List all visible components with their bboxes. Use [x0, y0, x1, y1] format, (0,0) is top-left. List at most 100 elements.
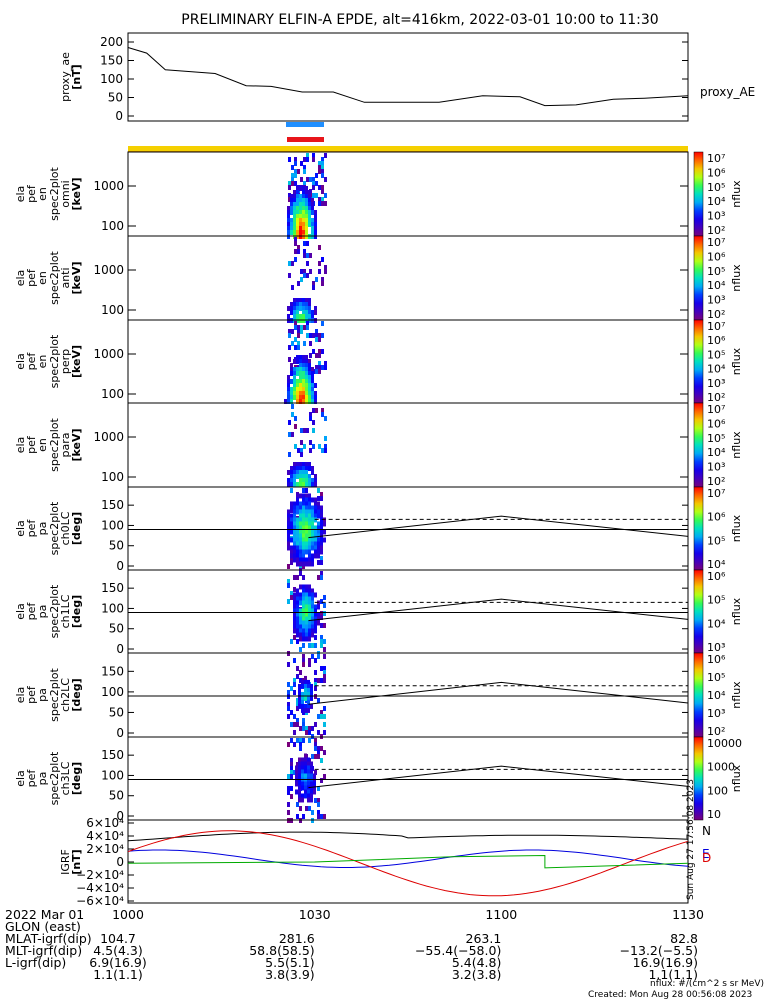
pitch-panel-0-cell — [317, 525, 320, 531]
pitch-panel-2-speckle — [317, 698, 320, 703]
pitch-panel-2-cell — [298, 703, 301, 709]
x-row-value: 3.2(3.8) — [452, 967, 502, 982]
pitch-panel-3-colorbar-tick: 10 — [707, 808, 721, 821]
pitch-panel-1-cell — [305, 616, 308, 622]
pitch-panel-3-cell — [304, 761, 307, 767]
pitch-panel-2-speckle — [320, 714, 323, 719]
energy-panel-3-speckle — [294, 337, 297, 342]
energy-panel-3-speckle — [312, 333, 315, 338]
pitch-panel-0-cell — [317, 521, 320, 527]
pitch-panel-3-speckle — [296, 738, 299, 743]
pitch-panel-0-cell — [311, 541, 314, 547]
energy-panel-3-cell — [302, 399, 305, 404]
pitch-panel-0-cell — [311, 513, 314, 519]
pitch-panel-0-cell — [302, 509, 305, 515]
energy-panel-3-cell — [290, 371, 293, 376]
igrf-ytick-label: 4×10⁴ — [86, 829, 124, 843]
energy-panel-2-cell — [311, 314, 314, 319]
energy-panel-1-speckle — [294, 181, 297, 186]
igrf-frame — [127, 819, 689, 904]
energy-panel-3-cell — [293, 391, 296, 396]
energy-panel-3-cell — [290, 399, 293, 404]
pitch-panel-2-cell — [304, 683, 307, 689]
pitch-panel-1-cell — [311, 620, 314, 626]
energy-panel-2-speckle — [306, 241, 309, 246]
pitch-panel-1-cell — [311, 608, 314, 614]
energy-panel-3-ytick-label: 100 — [101, 387, 124, 401]
energy-panel-1-cell — [287, 214, 290, 219]
pitch-panel-2-cell — [307, 699, 310, 705]
energy-panel-1-speckle — [294, 173, 297, 178]
energy-panel-2-speckle — [288, 273, 291, 278]
pitch-panel-0-cell — [302, 557, 305, 563]
pitch-panel-0-cell — [308, 497, 311, 503]
pitch-panel-3-speckle — [317, 746, 320, 751]
energy-panel-1-speckle — [318, 197, 321, 202]
energy-panel-1-cell — [302, 198, 305, 203]
pitch-panel-3-speckle — [320, 778, 323, 783]
pitch-panel-3-cell — [304, 769, 307, 775]
pitch-panel-0-cell — [308, 501, 311, 507]
pitch-panel-1-speckle — [290, 639, 293, 644]
pitch-panel-1-cell — [311, 612, 314, 618]
pitch-panel-1-speckle — [320, 599, 323, 604]
energy-panel-2-speckle — [291, 285, 294, 290]
pitch-panel-1-speckle — [293, 635, 296, 640]
energy-panel-1-speckle — [288, 157, 291, 162]
pitch-panel-3-colorbar-tick: 100 — [707, 784, 728, 797]
energy-panel-3-cell — [299, 359, 302, 364]
pitch-panel-0-cell — [317, 513, 320, 519]
pitch-panel-1-cell — [296, 588, 299, 594]
pitch-panel-0-cell — [314, 553, 317, 559]
energy-panel-3-speckle — [294, 345, 297, 350]
energy-panel-2-cell — [296, 314, 299, 319]
pitch-panel-1-speckle — [320, 639, 323, 644]
energy-panel-1-speckle — [321, 173, 324, 178]
pitch-panel-0-cell — [290, 501, 293, 507]
energy-panel-3-cell — [314, 383, 317, 388]
igrf-ytick-label: 2×10⁴ — [86, 842, 124, 856]
pitch-panel-0-ylabel-line: [deg] — [70, 512, 83, 545]
energy-panel-3-cell — [290, 379, 293, 384]
energy-panel-3-ylabel-line: pef — [25, 352, 38, 371]
pitch-panel-0-cell — [317, 505, 320, 511]
pitch-panel-2-speckle — [287, 714, 290, 719]
energy-panel-1-cell — [287, 230, 290, 235]
energy-panel-2-speckle — [306, 273, 309, 278]
energy-panel-3-cell — [287, 383, 290, 388]
pitch-panel-2-speckle — [317, 654, 320, 659]
pitch-panel-2-speckle — [296, 706, 299, 711]
energy-panel-4-speckle — [315, 408, 318, 413]
energy-panel-4-cell — [314, 474, 317, 479]
pitch-panel-0-cell — [320, 509, 323, 515]
energy-panel-2-cell — [290, 310, 293, 315]
pitch-panel-2-speckle — [323, 678, 326, 683]
energy-panel-4-speckle — [291, 404, 294, 409]
energy-panel-1-cell — [305, 210, 308, 215]
pitch-panel-0-cell — [296, 545, 299, 551]
pitch-panel-1-speckle — [287, 579, 290, 584]
pitch-panel-0-cell — [314, 537, 317, 543]
pitch-panel-3-speckle — [314, 798, 317, 803]
energy-panel-4-cell — [296, 474, 299, 479]
energy-panel-3-cell — [314, 399, 317, 404]
energy-panel-2-speckle — [318, 261, 321, 266]
pitch-panel-3-speckle — [290, 738, 293, 743]
pitch-panel-1-ytick-label: 150 — [101, 581, 124, 595]
pitch-panel-1-cell — [293, 600, 296, 606]
pitch-panel-1-cell — [299, 624, 302, 630]
energy-panel-3-cell — [293, 359, 296, 364]
energy-panel-4-speckle — [324, 448, 327, 453]
energy-panel-2-speckle — [306, 253, 309, 258]
energy-panel-2-cell — [308, 298, 311, 303]
pitch-panel-0-cell — [290, 529, 293, 535]
energy-panel-4-speckle — [291, 432, 294, 437]
energy-panel-4-speckle — [309, 412, 312, 417]
igrf-series-label-E: E — [702, 847, 710, 861]
energy-panel-2-cell — [296, 310, 299, 315]
energy-panel-1-speckle — [288, 185, 291, 190]
energy-panel-2-ytick-label: 1000 — [93, 263, 124, 277]
pitch-panel-1-cell — [305, 596, 308, 602]
energy-panel-4-cell — [305, 474, 308, 479]
pitch-panel-3-cell — [307, 793, 310, 799]
